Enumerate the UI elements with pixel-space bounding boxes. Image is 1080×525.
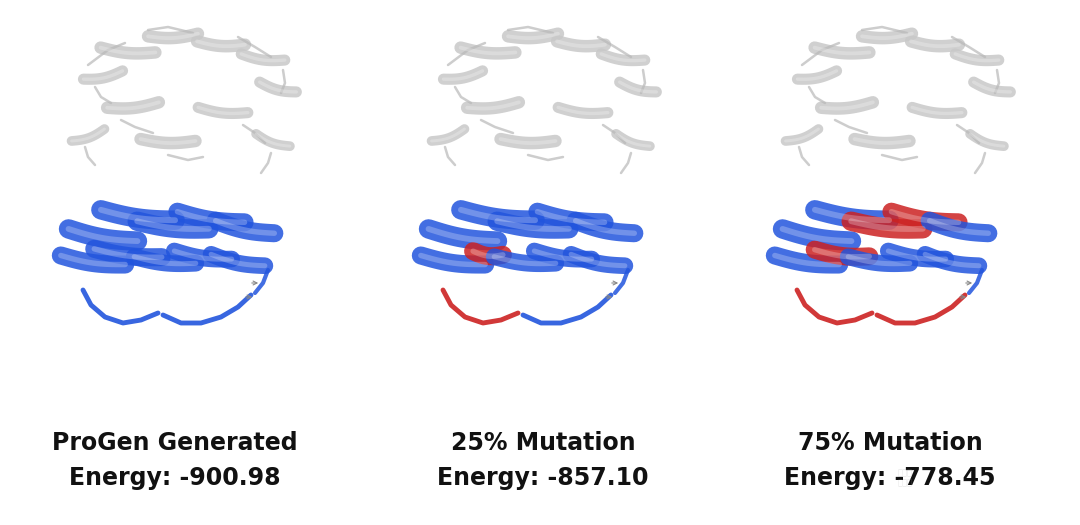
FancyArrowPatch shape (611, 281, 617, 285)
Text: 25% Mutation: 25% Mutation (450, 431, 635, 455)
FancyArrowPatch shape (966, 281, 971, 285)
Text: 新智元
中文网: 新智元 中文网 (897, 468, 913, 488)
FancyArrowPatch shape (960, 295, 966, 299)
Text: 75% Mutation: 75% Mutation (798, 431, 983, 455)
FancyArrowPatch shape (606, 295, 611, 299)
Text: Energy: -778.45: Energy: -778.45 (784, 466, 996, 490)
Text: Energy: -857.10: Energy: -857.10 (437, 466, 649, 490)
Text: Energy: -900.98: Energy: -900.98 (69, 466, 281, 490)
FancyArrowPatch shape (246, 295, 251, 299)
FancyArrowPatch shape (252, 281, 257, 285)
Text: ProGen Generated: ProGen Generated (52, 431, 298, 455)
